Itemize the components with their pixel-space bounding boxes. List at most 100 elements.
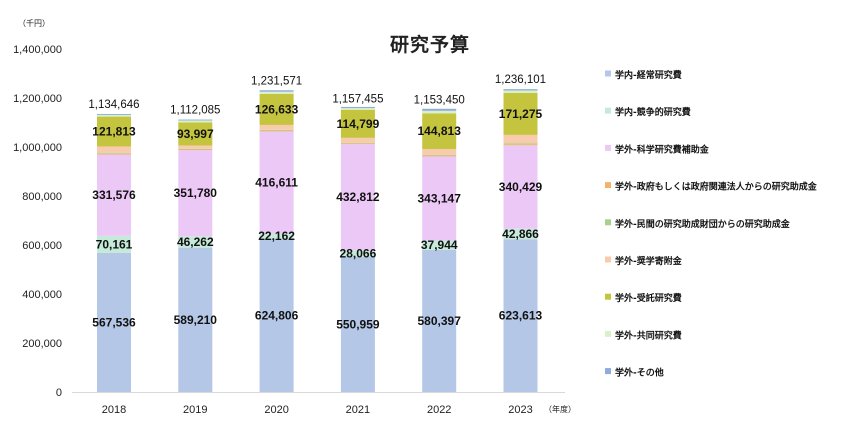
bar-segment — [97, 146, 131, 154]
data-label: 22,162 — [258, 229, 295, 243]
legend-label: 学内-経常研究費 — [615, 69, 682, 81]
y-tick-label: 200,000 — [22, 338, 62, 350]
bar-segment — [97, 114, 131, 117]
bar-segment — [178, 236, 213, 248]
data-label: 343,147 — [418, 191, 462, 205]
bar-segment — [97, 235, 131, 253]
bar-segment — [340, 109, 375, 138]
bar-segment — [503, 89, 538, 91]
legend-label: 学外-科学研究費補助金 — [615, 143, 710, 155]
y-tick-label: 1,000,000 — [13, 142, 62, 154]
bar-segment — [422, 110, 457, 114]
data-label: 331,576 — [92, 188, 136, 202]
data-label: 144,813 — [418, 124, 462, 138]
bar-segment — [340, 106, 375, 109]
total-label: 1,236,101 — [495, 74, 546, 86]
data-label: 46,262 — [177, 235, 214, 249]
legend: 学内-経常研究費学内-競争的研究費学外-科学研究費補助金学外-政府もしくは政府関… — [605, 69, 818, 379]
x-axis: 2018 2019 2020 2021 2022 2023 — [72, 392, 565, 416]
data-label: 550,959 — [336, 318, 380, 332]
bar-segment — [340, 108, 375, 110]
bar-segment — [503, 228, 538, 240]
data-label: 351,780 — [174, 186, 218, 200]
bar-segment — [503, 144, 538, 146]
data-labels: 567,536 70,161 331,576 121,813 1,134,646 589,… — [88, 74, 546, 331]
y-tick-label: 1,400,000 — [13, 44, 62, 56]
legend-label: 学内-競争的研究費 — [615, 106, 691, 118]
bar-segment — [178, 122, 213, 146]
legend-swatch — [605, 182, 611, 189]
legend-label: 学外-その他 — [615, 367, 664, 379]
legend-label: 学外-奨学寄附金 — [615, 255, 683, 267]
y-tick-label: 1,200,000 — [13, 93, 62, 105]
total-label: 1,153,450 — [414, 94, 465, 106]
bar-segment — [422, 148, 457, 155]
x-unit-label: （年度） — [544, 404, 576, 414]
bar-segment — [97, 153, 131, 154]
y-tick-label: 600,000 — [22, 240, 62, 252]
bar-segment — [503, 134, 538, 144]
bar-segment — [259, 238, 294, 392]
bar-segment — [178, 145, 213, 149]
x-tick-label: 2018 — [102, 404, 126, 416]
legend-swatch — [605, 107, 611, 114]
data-label: 114,799 — [337, 117, 380, 131]
bar-segment — [259, 130, 294, 132]
bar-segment — [340, 137, 375, 143]
legend-swatch — [605, 70, 611, 77]
legend-label: 学外-受託研究費 — [615, 292, 682, 304]
x-tick-label: 2022 — [427, 404, 451, 416]
bar-segment — [259, 124, 294, 130]
x-tick-label: 2019 — [183, 404, 207, 416]
data-label: 121,813 — [92, 125, 136, 139]
total-label: 1,112,085 — [170, 105, 220, 117]
bar-segment — [259, 93, 294, 125]
data-label: 28,066 — [340, 247, 377, 261]
total-label: 1,231,571 — [251, 75, 302, 87]
legend-label: 学外-共同研究費 — [615, 329, 682, 341]
x-tick-label: 2023 — [508, 404, 532, 416]
bar-segment — [340, 250, 375, 258]
y-tick-label: 400,000 — [22, 289, 62, 301]
bar-segment — [340, 142, 375, 144]
bar-segment — [422, 156, 457, 241]
total-label: 1,134,646 — [88, 99, 139, 111]
data-label: 70,161 — [96, 237, 133, 251]
bar-segment — [259, 129, 294, 131]
data-label: 340,429 — [499, 180, 543, 194]
bar-segment — [503, 239, 538, 392]
chart-title: 研究予算 — [390, 33, 470, 56]
bar-segment — [503, 92, 538, 135]
bar-segment — [178, 120, 213, 123]
bar-segment — [422, 240, 457, 250]
legend-swatch — [605, 368, 611, 375]
legend-swatch — [605, 219, 611, 226]
data-label: 589,210 — [174, 313, 218, 327]
legend-swatch — [605, 256, 611, 263]
legend-swatch — [605, 330, 611, 337]
bar-segment — [422, 113, 457, 149]
bar-segment — [178, 149, 213, 151]
bars — [97, 89, 538, 392]
bar-segment — [422, 108, 457, 111]
data-label: 416,611 — [255, 175, 298, 189]
bar-segment — [503, 143, 538, 145]
data-label: 432,812 — [336, 190, 380, 204]
bar-segment — [259, 131, 294, 234]
bar-segment — [340, 144, 375, 251]
bar-segment — [503, 145, 538, 229]
bar-segment — [97, 154, 131, 236]
bar-segment — [259, 233, 294, 239]
bar-segment — [422, 249, 457, 392]
bar-segment — [97, 252, 131, 392]
legend-label: 学外-民間の研究助成財団からの研究助成金 — [615, 218, 791, 230]
bar-segment — [97, 113, 131, 115]
total-label: 1,157,455 — [332, 93, 383, 105]
x-tick-label: 2020 — [264, 404, 288, 416]
y-axis: 0 200,000 400,000 600,000 800,000 1,000,000 1,… — [13, 44, 62, 399]
data-label: 42,866 — [502, 227, 539, 241]
y-tick-label: 800,000 — [22, 191, 62, 203]
x-tick-label: 2021 — [346, 404, 370, 416]
bar-segment — [259, 90, 294, 92]
